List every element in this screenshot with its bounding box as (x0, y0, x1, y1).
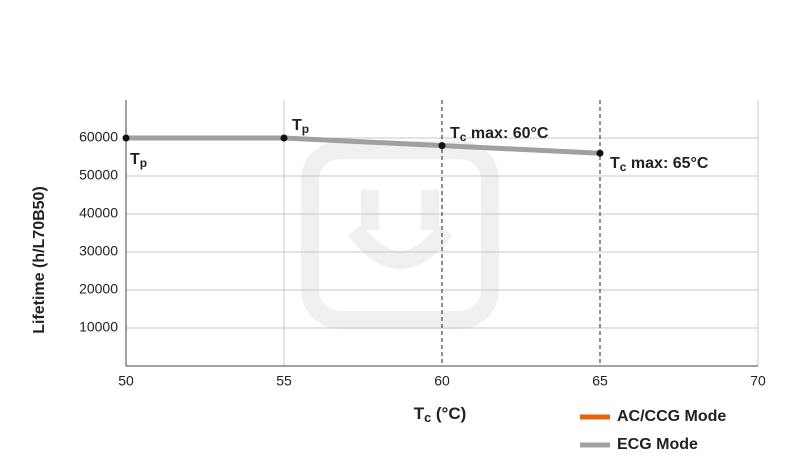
annotation: Tc max: 60°C (450, 125, 549, 144)
legend-label: ECG Mode (617, 436, 698, 453)
y-axis-label: Lifetime (h/L70B50) (31, 186, 48, 334)
x-tick-label: 60 (434, 373, 450, 389)
annotation-rest: max: 65°C (626, 155, 708, 172)
annotation-base: T (292, 117, 302, 134)
annotation-base: T (610, 155, 620, 172)
data-point (280, 134, 288, 142)
watermark (301, 141, 499, 329)
x-tick-label: 50 (118, 373, 134, 389)
x-tick-label: 55 (276, 373, 292, 389)
annotation-sub: c (620, 160, 627, 174)
annotation-base: T (130, 151, 140, 168)
series-line (126, 135, 601, 156)
y-tick-label: 30000 (79, 243, 118, 259)
x-tick-label: 70 (750, 373, 766, 389)
data-point (596, 149, 604, 157)
data-point (122, 134, 130, 142)
annotation-sub: p (302, 122, 309, 136)
x-axis-label-rest: (°C) (431, 404, 466, 423)
y-tick-label: 50000 (79, 167, 118, 183)
y-tick-label: 60000 (79, 129, 118, 145)
x-axis-label-base: T (414, 404, 425, 423)
annotation: Tp (130, 151, 147, 170)
y-tick-label: 10000 (79, 319, 118, 335)
x-tick-label: 65 (592, 373, 608, 389)
annotation-sub: p (140, 156, 147, 170)
annotation: Tc max: 65°C (610, 155, 709, 174)
annotation-rest: max: 60°C (466, 125, 548, 142)
legend-label: AC/CCG Mode (617, 408, 726, 425)
annotation-sub: c (460, 130, 467, 144)
data-point (438, 142, 446, 150)
annotation-base: T (450, 125, 460, 142)
y-tick-label: 40000 (79, 205, 118, 221)
x-axis-label: Tc (°C) (414, 404, 467, 425)
y-tick-label: 20000 (79, 281, 118, 297)
x-axis-label-sub: c (424, 410, 431, 425)
annotation: Tp (292, 117, 309, 136)
